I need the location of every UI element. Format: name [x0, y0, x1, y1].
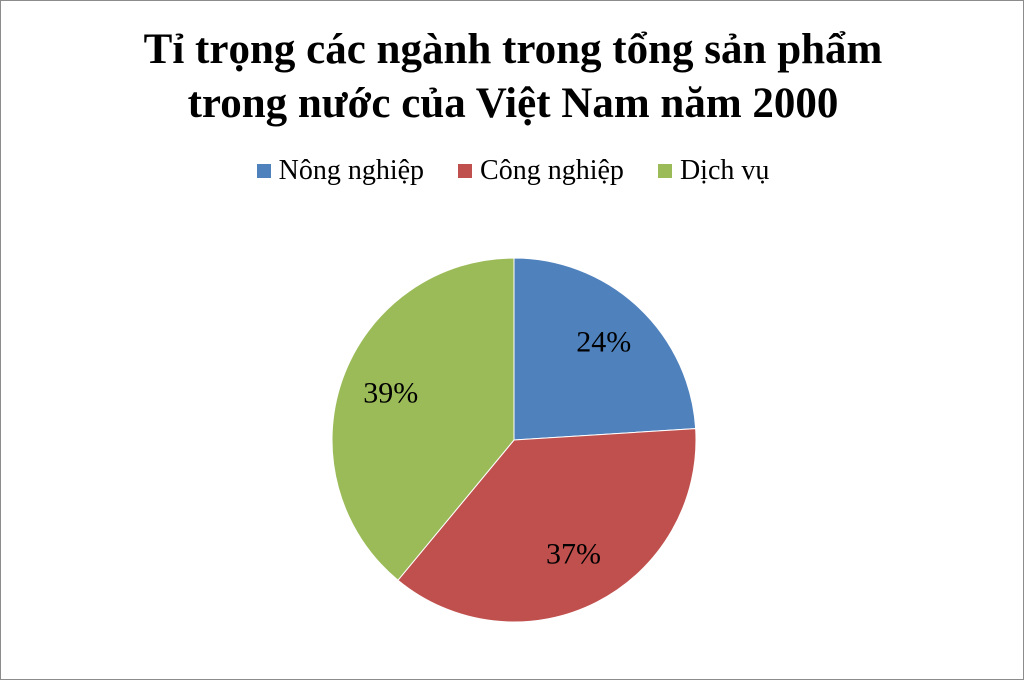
legend-entry: Công nghiệp	[458, 155, 624, 187]
legend-entry: Dịch vụ	[657, 155, 770, 187]
chart-title: Tỉ trọng các ngành trong tổng sản phẩm t…	[143, 26, 883, 127]
data-label: 39%	[363, 377, 418, 410]
legend-entry: Nông nghiệp	[256, 155, 425, 187]
legend-label: Nông nghiệp	[278, 155, 425, 186]
pie-slice	[513, 257, 697, 441]
legend-swatch	[458, 164, 473, 178]
data-label: 37%	[546, 538, 601, 571]
legend: Nông nghiệp Công nghiệp Dịch vụ	[1, 155, 1024, 187]
legend-label: Công nghiệp	[480, 155, 624, 186]
legend-label: Dịch vụ	[679, 155, 770, 186]
legend-swatch	[657, 164, 672, 178]
data-label: 24%	[576, 325, 631, 358]
pie-slice	[331, 257, 515, 581]
pie-slice	[397, 428, 697, 623]
legend-swatch	[256, 164, 271, 178]
